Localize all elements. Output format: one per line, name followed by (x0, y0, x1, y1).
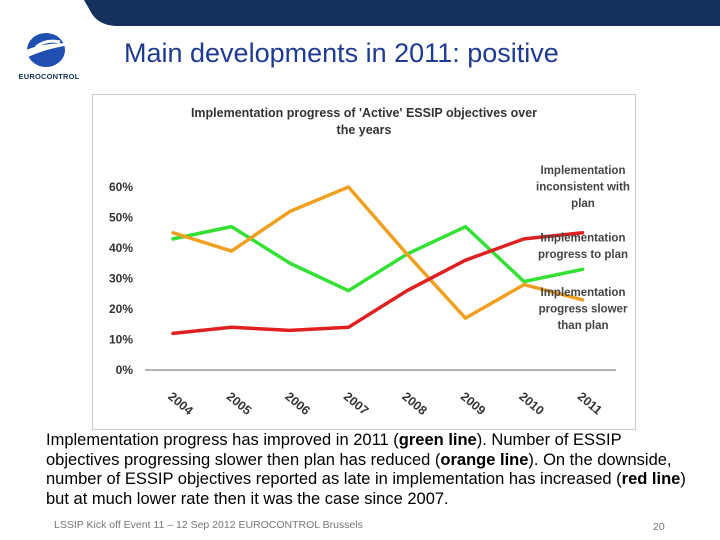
body-text-4: ) but at much lower rate then it was the… (46, 470, 686, 508)
annotation-red: inconsistent with (536, 181, 630, 193)
x-tick-label: 2010 (516, 389, 546, 418)
y-tick-label: 10% (109, 333, 133, 347)
body-text-1: Implementation progress has improved in … (46, 431, 399, 449)
x-tick-label: 2005 (224, 389, 254, 418)
y-tick-label: 50% (109, 211, 133, 225)
x-tick-label: 2008 (399, 389, 429, 418)
series-line-green (171, 224, 585, 293)
red-line-label: red line (621, 470, 681, 488)
y-tick-label: 30% (109, 272, 133, 286)
y-tick-label: 40% (109, 241, 133, 255)
series-line-red (171, 231, 585, 336)
annotation-green: Implementation (541, 232, 626, 244)
annotation-red: Implementation (541, 165, 626, 177)
annotation-orange: than plan (557, 320, 608, 332)
page-number: 20 (653, 521, 665, 533)
orange-line-label: orange line (440, 450, 529, 469)
eurocontrol-logo: EUROCONTROL (16, 28, 82, 86)
y-tick-label: 0% (116, 363, 134, 377)
x-tick-label: 2007 (341, 389, 371, 418)
line-chart: Implementation progress of 'Active' ESSI… (109, 106, 630, 418)
body-paragraph: Implementation progress has improved in … (46, 431, 686, 509)
chart-title-line: the years (337, 123, 392, 137)
series-line-orange (171, 185, 585, 320)
chart-panel: Implementation progress of 'Active' ESSI… (92, 94, 636, 430)
annotation-red: plan (571, 198, 595, 210)
y-tick-label: 20% (109, 302, 133, 316)
x-tick-label: 2009 (458, 389, 488, 418)
top-banner (0, 0, 720, 26)
page-title: Main developments in 2011: positive (124, 38, 559, 68)
green-line-label: green line (398, 431, 477, 449)
annotation-orange: progress slower (539, 303, 628, 315)
footer-text: LSSIP Kick off Event 11 – 12 Sep 2012 EU… (54, 519, 367, 531)
body-text-3: ). On the downside, number of ESSIP obje… (46, 450, 672, 489)
x-tick-label: 2006 (282, 389, 312, 418)
body-text-2: ). Number of ESSIP objectives progressin… (46, 431, 622, 469)
x-tick-label: 2011 (575, 389, 605, 417)
y-tick-label: 60% (109, 180, 133, 194)
annotation-orange: Implementation (541, 287, 626, 299)
logo-wordmark: EUROCONTROL (18, 72, 80, 81)
x-tick-label: 2004 (165, 389, 195, 418)
annotation-green: progress to plan (538, 249, 628, 261)
chart-title-line: Implementation progress of 'Active' ESSI… (191, 106, 537, 120)
